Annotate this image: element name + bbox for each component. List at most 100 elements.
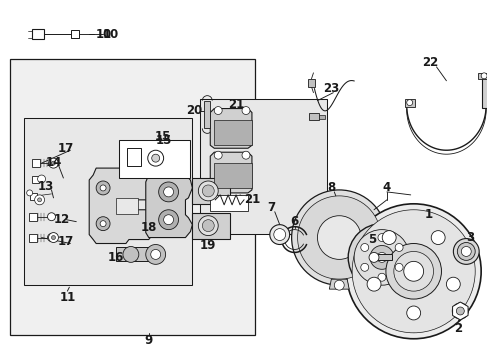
Circle shape [122,247,139,262]
Circle shape [366,277,380,291]
Polygon shape [210,109,251,148]
Text: 6: 6 [290,215,298,228]
Bar [119,140,190,178]
Polygon shape [328,279,348,289]
Circle shape [376,252,386,262]
Circle shape [100,185,106,191]
Polygon shape [89,168,152,243]
Text: 19: 19 [200,239,216,252]
Circle shape [100,221,106,227]
Circle shape [317,216,360,260]
Text: 15: 15 [155,134,171,147]
Bar [32,159,40,167]
Text: 5: 5 [367,233,375,246]
Circle shape [430,231,444,244]
Bar [116,198,138,214]
Circle shape [446,277,459,291]
Text: 13: 13 [38,180,54,193]
Text: 11: 11 [59,291,75,303]
Circle shape [291,190,386,285]
Circle shape [377,234,385,242]
Circle shape [460,247,470,256]
Bar [373,255,391,260]
Circle shape [202,185,214,197]
Bar [309,113,319,121]
Bar [204,100,210,129]
Bar [404,99,414,107]
Bar [319,114,325,120]
Text: 9: 9 [144,334,153,347]
Circle shape [403,261,423,281]
Circle shape [147,150,163,166]
Bar [32,29,43,39]
Text: 3: 3 [465,231,473,244]
Bar [29,213,37,221]
Circle shape [150,249,161,260]
Circle shape [368,252,378,262]
Bar [210,195,247,211]
Bar [30,193,37,200]
Circle shape [452,239,478,264]
Bar [192,213,230,239]
Circle shape [158,210,178,230]
Text: 15: 15 [154,130,170,143]
Circle shape [273,229,285,240]
Circle shape [163,215,173,225]
Circle shape [394,243,402,251]
Bar [200,99,326,234]
Circle shape [382,231,395,244]
Text: 21: 21 [244,193,260,206]
Circle shape [347,224,415,291]
Text: 1: 1 [424,208,432,221]
Text: 10: 10 [96,28,112,41]
Circle shape [360,243,368,251]
Bar [127,148,141,166]
Circle shape [163,187,173,197]
Text: 8: 8 [326,181,335,194]
Circle shape [406,100,412,105]
Circle shape [353,230,409,285]
Circle shape [455,307,463,315]
Polygon shape [452,302,467,320]
Circle shape [214,151,222,159]
Circle shape [145,244,165,264]
Circle shape [51,235,55,239]
Circle shape [198,181,218,201]
Text: 17: 17 [57,235,73,248]
Text: 16: 16 [107,251,124,264]
Text: 7: 7 [267,201,275,214]
Text: 10: 10 [102,28,119,41]
Circle shape [38,198,41,202]
Text: 12: 12 [53,213,69,226]
Circle shape [51,161,55,165]
Bar [307,79,315,87]
Circle shape [406,306,420,320]
Bar [116,247,155,261]
Bar [32,176,39,183]
Text: 14: 14 [45,156,61,168]
Text: 18: 18 [140,221,157,234]
Circle shape [151,154,160,162]
Circle shape [48,233,59,243]
Circle shape [456,243,474,260]
Circle shape [369,246,393,269]
Circle shape [242,107,249,114]
Circle shape [385,243,441,299]
Circle shape [47,234,55,242]
Bar [214,121,251,145]
Polygon shape [210,152,251,193]
Circle shape [269,225,289,244]
Circle shape [27,190,33,196]
Circle shape [96,181,110,195]
Circle shape [346,204,480,339]
Bar [214,163,251,188]
Bar [10,59,254,335]
Bar [481,76,488,108]
Circle shape [351,210,474,333]
Circle shape [360,264,368,271]
Bar [192,178,230,204]
Circle shape [242,151,249,159]
Bar [29,234,37,242]
Circle shape [214,107,222,114]
Text: 21: 21 [227,98,244,111]
